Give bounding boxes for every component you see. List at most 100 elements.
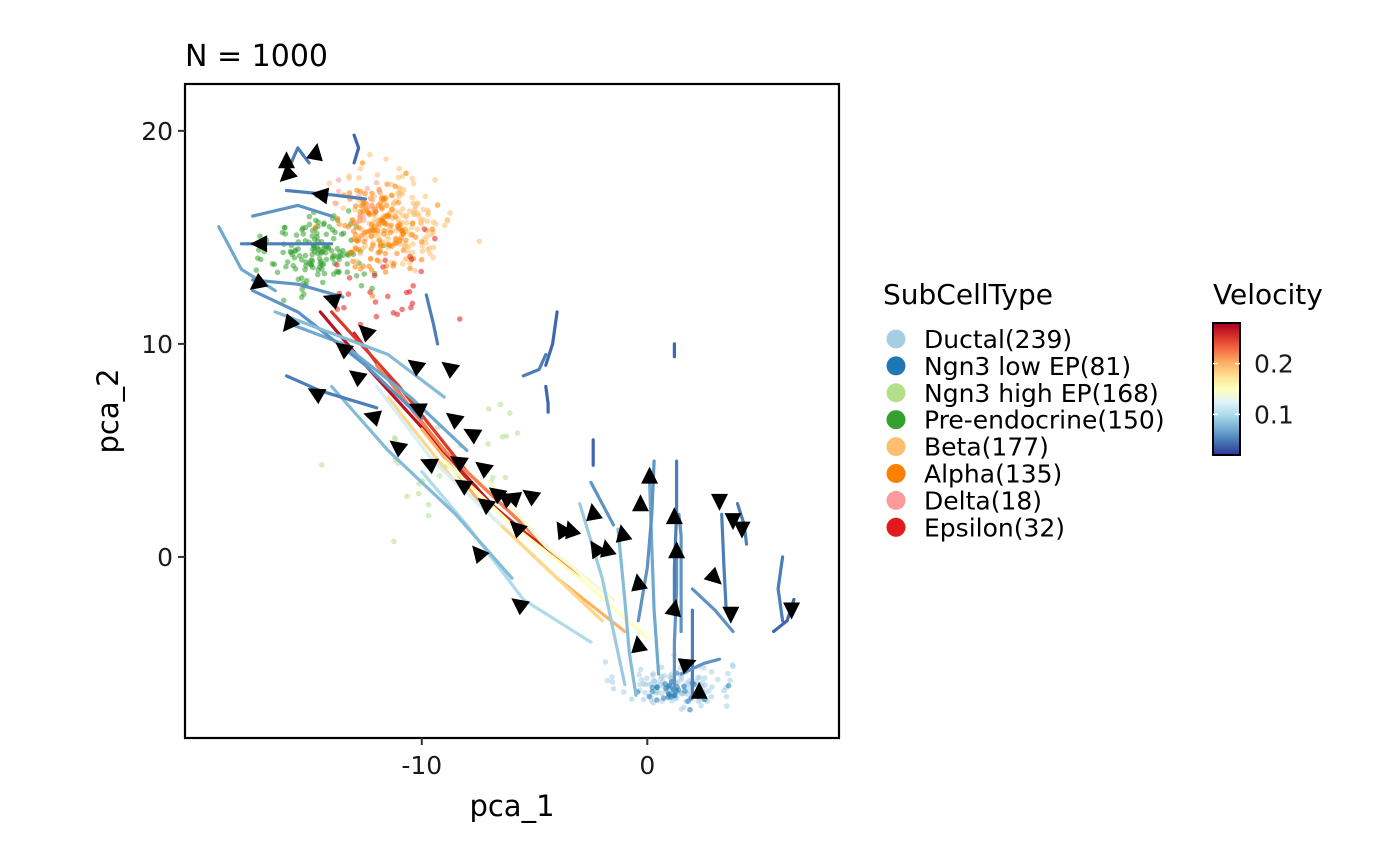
velocity-arrow xyxy=(565,520,582,540)
cell-point xyxy=(372,299,379,305)
velocity-arrow xyxy=(586,503,603,522)
velocity-arrow xyxy=(690,681,708,699)
cell-point xyxy=(383,213,390,219)
cell-point xyxy=(421,226,428,232)
cell-point xyxy=(393,235,399,242)
cell-point xyxy=(434,202,441,208)
cell-point xyxy=(708,694,715,700)
cell-point xyxy=(408,256,415,263)
cell-point xyxy=(420,216,427,223)
x-tick-label: 0 xyxy=(639,751,655,780)
legend-item-label: Ngn3 low EP(81) xyxy=(924,352,1131,381)
cell-point xyxy=(387,229,394,236)
velocity-arrow xyxy=(445,412,465,430)
cell-point xyxy=(476,238,483,245)
cell-point xyxy=(424,246,431,253)
cell-point xyxy=(283,263,289,270)
cell-point xyxy=(658,664,665,671)
cell-point xyxy=(388,192,395,199)
cell-point xyxy=(340,252,346,258)
cell-point xyxy=(310,264,316,271)
cell-point xyxy=(406,208,413,214)
cell-point xyxy=(620,689,627,695)
cell-point xyxy=(609,674,615,680)
cell-point xyxy=(335,188,342,195)
cell-point xyxy=(358,282,365,289)
cell-point xyxy=(418,239,425,245)
cell-point xyxy=(365,210,372,216)
streamline xyxy=(616,527,638,697)
cell-point xyxy=(436,473,443,479)
cell-point xyxy=(418,268,425,275)
velocity-arrow xyxy=(306,143,323,162)
cell-point xyxy=(698,702,704,709)
velocity-arrow xyxy=(454,479,474,496)
streamline xyxy=(636,459,656,623)
velocity-colorbar: Velocity 0.1 0.2 xyxy=(1212,278,1323,456)
velocity-arrow xyxy=(278,151,295,169)
cell-point xyxy=(409,175,416,182)
cell-point xyxy=(323,256,330,263)
cell-point xyxy=(441,222,448,229)
velocity-arrow xyxy=(335,342,355,360)
velocity-arrow xyxy=(631,573,648,592)
cell-point xyxy=(660,695,667,701)
cell-point xyxy=(315,267,322,273)
legend-item-label: Delta(18) xyxy=(924,486,1042,515)
cell-point xyxy=(320,221,327,228)
chart-title: N = 1000 xyxy=(185,39,328,74)
cell-point xyxy=(372,232,379,239)
velocity-arrow xyxy=(664,598,682,618)
cell-point xyxy=(397,185,403,192)
cell-point xyxy=(403,170,409,177)
velocity-arrow xyxy=(600,539,617,558)
legend-key xyxy=(886,356,906,376)
cell-point xyxy=(661,673,668,679)
cell-point xyxy=(629,696,635,702)
cell-point xyxy=(300,231,307,237)
cell-point xyxy=(723,693,730,700)
y-tick-label: 20 xyxy=(141,117,173,146)
cell-point xyxy=(640,696,647,703)
velocity-arrows xyxy=(249,143,801,699)
cell-point xyxy=(602,659,609,665)
velocity-arrow xyxy=(631,635,648,654)
cell-point xyxy=(271,261,278,268)
cell-point xyxy=(346,275,353,281)
cell-point xyxy=(369,197,376,203)
streamline xyxy=(352,133,361,165)
cell-point xyxy=(654,680,660,686)
cell-point xyxy=(649,684,656,691)
streamline xyxy=(251,203,334,218)
x-axis: -10 0 xyxy=(401,738,655,780)
streamline xyxy=(521,352,548,378)
legend-title: SubCellType xyxy=(883,278,1053,311)
legend-item-label: Epsilon(32) xyxy=(924,513,1065,542)
velocity-arrow xyxy=(441,361,461,379)
cell-point xyxy=(299,227,305,233)
cell-point xyxy=(356,225,362,231)
cell-point xyxy=(447,210,453,216)
cell-point xyxy=(253,267,260,273)
y-tick-label: 10 xyxy=(141,330,173,359)
streamline xyxy=(720,512,728,612)
cell-point xyxy=(696,674,703,681)
cell-point xyxy=(725,670,731,677)
y-axis: 0 10 20 xyxy=(141,117,185,572)
cell-point xyxy=(362,190,368,197)
cell-point xyxy=(257,233,263,239)
cell-point xyxy=(336,256,342,263)
velocity-arrow xyxy=(632,494,649,512)
cell-point xyxy=(368,233,375,240)
velocity-arrow xyxy=(307,388,327,405)
cell-point xyxy=(323,231,330,238)
legend-key xyxy=(886,383,906,403)
cell-point xyxy=(514,430,521,436)
cell-point xyxy=(497,401,504,408)
velocity-arrow xyxy=(348,370,368,388)
cell-point xyxy=(709,684,715,690)
cell-point xyxy=(364,185,371,192)
cell-point xyxy=(399,306,405,313)
cell-point xyxy=(485,440,491,447)
